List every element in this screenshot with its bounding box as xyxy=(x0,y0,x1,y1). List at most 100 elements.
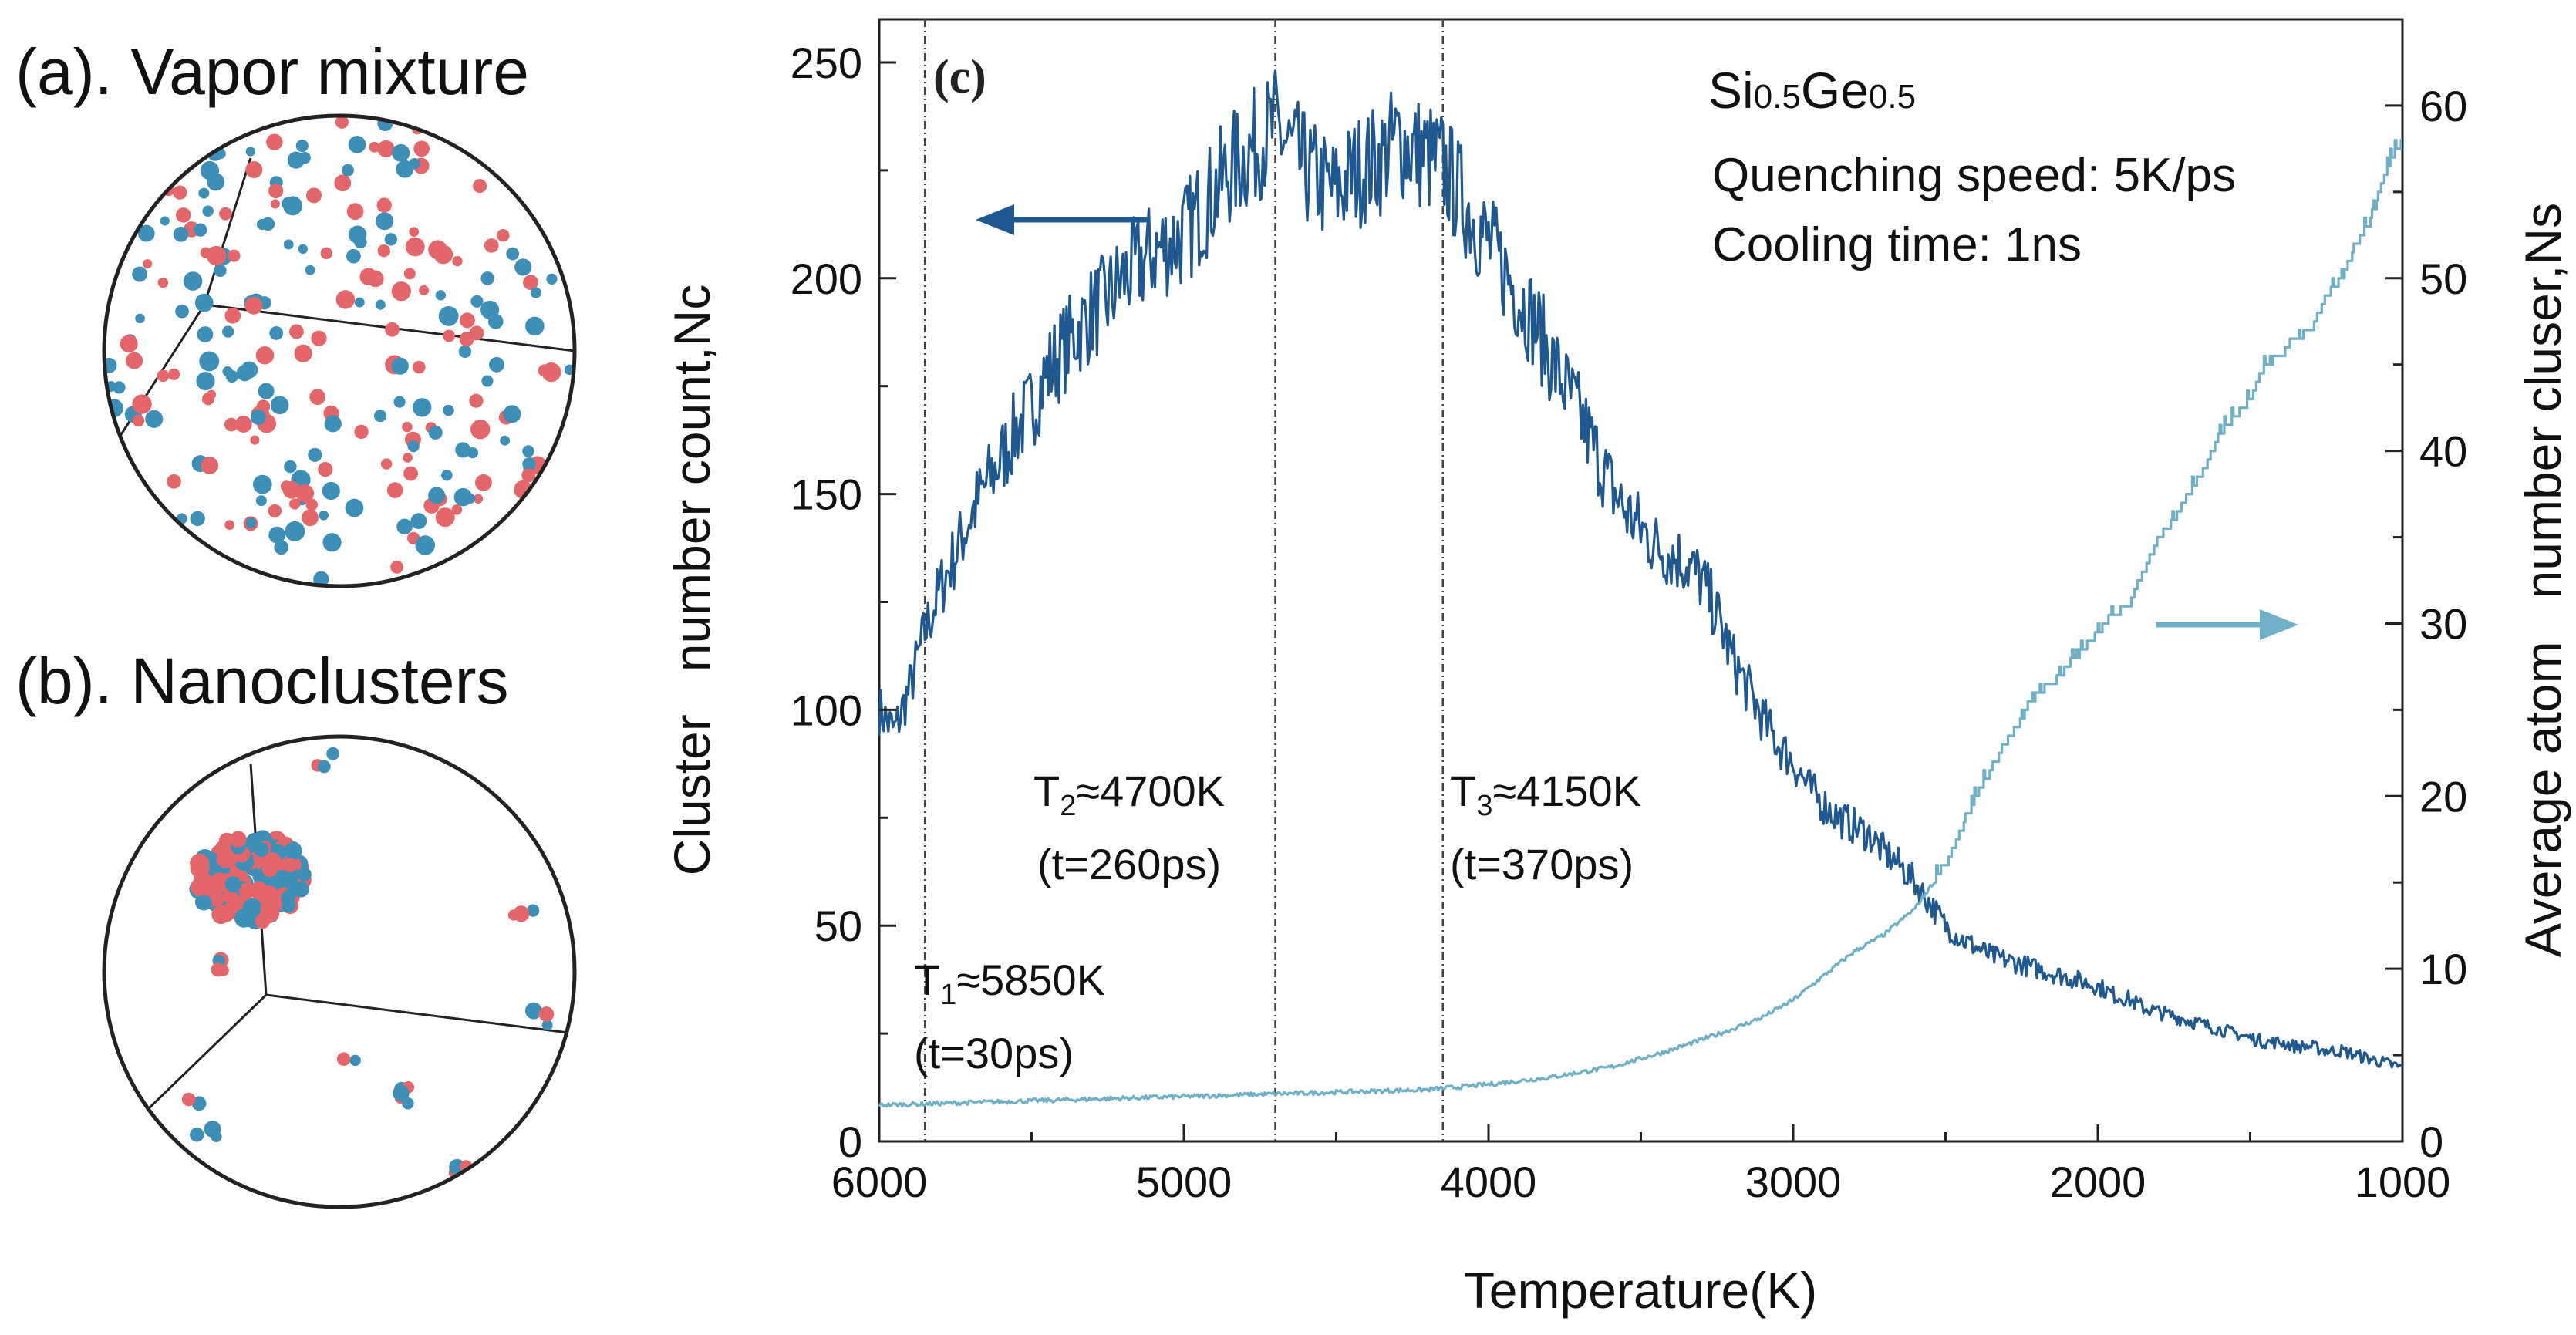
t2-label: T2≈4700K xyxy=(1033,767,1225,822)
ge-atom xyxy=(530,287,541,298)
ge-atom xyxy=(428,425,443,440)
si-atom xyxy=(175,207,191,223)
ge-atom xyxy=(255,495,267,507)
ge-atom xyxy=(354,235,367,249)
si-atom xyxy=(143,259,153,269)
ge-atom xyxy=(489,356,504,373)
si-atom xyxy=(335,290,356,309)
si-atom xyxy=(346,203,364,221)
ge-atom xyxy=(194,293,214,312)
atom-scene xyxy=(145,747,575,1194)
vapor-mixture-circle xyxy=(102,113,577,588)
y-axis-left-title: Cluster number count,Nc xyxy=(663,285,720,876)
si-atom xyxy=(413,140,430,157)
si-atom xyxy=(191,878,209,897)
si-atom xyxy=(219,207,232,221)
x-axis-title: Temperature(K) xyxy=(1464,1262,1818,1319)
ge-atom xyxy=(173,226,189,242)
ge-atom xyxy=(308,447,322,462)
ge-atom xyxy=(224,876,241,892)
ge-atom xyxy=(415,535,436,555)
ge-atom xyxy=(284,842,302,860)
si-atom xyxy=(452,255,463,267)
si-atom xyxy=(391,281,411,302)
y-right-tick-label-20: 20 xyxy=(2419,772,2467,821)
panel-b-title: (b). Nanoclusters xyxy=(15,645,509,717)
ge-atom xyxy=(375,299,386,310)
panel-a-title: (a). Vapor mixture xyxy=(15,35,529,108)
ge-atom xyxy=(113,381,126,394)
si-atom xyxy=(469,1174,484,1188)
si-atom xyxy=(289,498,301,510)
t1-annotation: T1≈5850K (t=30ps) xyxy=(914,956,1105,1077)
ge-atom xyxy=(222,366,233,377)
si-atom xyxy=(201,457,219,474)
si-atom xyxy=(132,414,145,427)
y-left-tick-label-50: 50 xyxy=(814,902,862,950)
ge-atom xyxy=(198,187,210,199)
si-atom xyxy=(403,453,413,463)
right-axis-arrow xyxy=(2156,609,2298,640)
y-right-tick-label-50: 50 xyxy=(2419,255,2467,303)
si-atom xyxy=(523,275,538,291)
si-atom xyxy=(268,184,284,199)
ge-atom xyxy=(524,1002,542,1020)
si-atom xyxy=(230,831,247,848)
t3-time: (t=370ps) xyxy=(1450,840,1634,888)
box-edge xyxy=(203,157,252,305)
ge-atom xyxy=(487,314,504,329)
t3-annotation: T3≈4150K (t=370ps) xyxy=(1450,767,1641,888)
si-atom xyxy=(460,312,475,329)
si-atom xyxy=(507,909,520,921)
chart-panel-c: 6000 5000 4000 3000 2000 10000501001502002500… xyxy=(663,18,2571,1319)
material-ge: Ge xyxy=(1801,62,1869,119)
si-atom xyxy=(478,1180,491,1193)
quenching-speed-label: Quenching speed: 5K/ps xyxy=(1712,149,2236,202)
ge-atom xyxy=(199,351,220,372)
ge-atom xyxy=(256,218,268,231)
si-atom xyxy=(451,504,463,515)
si-atom xyxy=(409,227,420,237)
y-right-tick-label-40: 40 xyxy=(2419,427,2467,476)
ge-atom xyxy=(318,760,331,774)
t2-annotation: T2≈4700K (t=260ps) xyxy=(1033,767,1225,888)
ge-atom xyxy=(324,415,342,433)
ge-atom xyxy=(354,297,365,308)
y-left-tick-label-100: 100 xyxy=(791,686,862,734)
y-axis-right-title: Average atom number cluser,Ns xyxy=(2514,203,2571,957)
si-atom xyxy=(305,498,319,511)
si-atom xyxy=(224,307,241,324)
ge-atom xyxy=(245,517,257,528)
ge-atom xyxy=(196,895,212,911)
si-atom xyxy=(320,247,332,260)
y-right-tick-label-60: 60 xyxy=(2419,82,2467,130)
ge-atom xyxy=(384,233,398,246)
ge-atom xyxy=(345,498,364,517)
t1-label: T1≈5850K xyxy=(914,956,1105,1011)
ge-atom xyxy=(197,326,214,342)
ge-atom xyxy=(207,173,225,191)
ge-atom xyxy=(514,258,532,276)
y-right-tick-label-30: 30 xyxy=(2419,599,2467,648)
ge-atom xyxy=(396,518,413,535)
ge-atom xyxy=(392,143,410,162)
material-si-fraction: 0.5 xyxy=(1754,78,1801,116)
ge-atom xyxy=(202,205,214,217)
x-tick-label-4000: 4000 xyxy=(1441,1158,1537,1206)
y-left-tick-label-150: 150 xyxy=(791,470,862,519)
si-atom xyxy=(214,875,229,891)
x-tick-label-5000: 5000 xyxy=(1136,1158,1232,1206)
si-atom xyxy=(538,1006,555,1022)
nanoclusters-circle xyxy=(102,734,577,1209)
ge-atom xyxy=(269,326,284,340)
si-atom xyxy=(354,424,369,440)
box-edge xyxy=(106,304,206,456)
y-left-tick-label-250: 250 xyxy=(791,39,862,87)
right-arrow-head xyxy=(2260,609,2298,640)
si-atom xyxy=(386,482,403,498)
si-atom xyxy=(334,174,352,192)
si-atom xyxy=(419,285,430,295)
si-atom xyxy=(211,962,225,977)
si-atom xyxy=(224,520,235,531)
ge-atom xyxy=(132,266,148,282)
